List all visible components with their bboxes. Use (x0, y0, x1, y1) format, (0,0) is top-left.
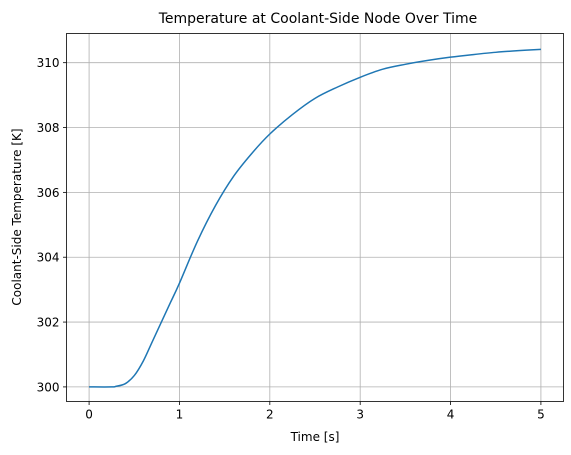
grid (66, 33, 564, 402)
x-tick-label: 0 (85, 408, 93, 422)
x-tick-label: 3 (356, 408, 364, 422)
x-tick-label: 5 (537, 408, 545, 422)
ticks: 0 1 2 3 4 5 300 302 304 306 308 310 (37, 56, 545, 421)
y-tick-label: 302 (37, 316, 60, 330)
y-tick-label: 304 (37, 251, 60, 265)
y-axis-label: Coolant-Side Temperature [K] (10, 128, 24, 305)
x-axis-label: Time [s] (290, 430, 340, 444)
temperature-series-line (89, 48, 541, 388)
y-tick-label: 306 (37, 186, 60, 200)
y-tick-label: 308 (37, 121, 60, 135)
x-tick-label: 4 (447, 408, 455, 422)
plot-area (89, 48, 541, 388)
axes-frame (66, 33, 564, 402)
y-tick-label: 310 (37, 56, 60, 70)
x-tick-label: 1 (176, 408, 184, 422)
chart-title: Temperature at Coolant-Side Node Over Ti… (158, 11, 478, 27)
x-tick-label: 2 (266, 408, 274, 422)
y-tick-label: 300 (37, 380, 60, 394)
